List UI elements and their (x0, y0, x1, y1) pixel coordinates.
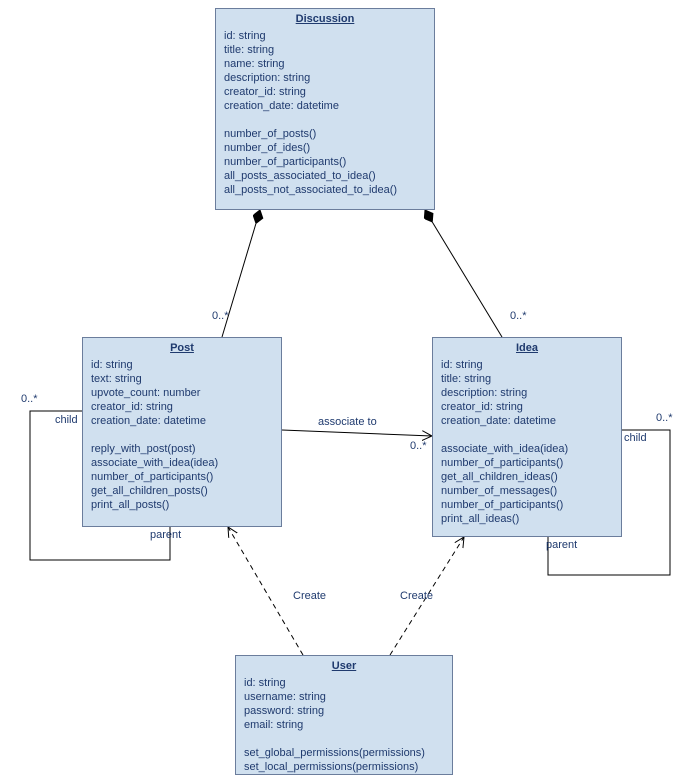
parent-right: parent (546, 539, 577, 551)
create-right: Create (400, 590, 433, 602)
class-methods: reply_with_post(post) associate_with_ide… (83, 432, 281, 516)
class-attrs: id: string title: string name: string de… (216, 27, 434, 117)
class-attrs: id: string username: string password: st… (236, 674, 452, 736)
class-idea: Idea id: string title: string descriptio… (432, 337, 622, 537)
class-title: User (236, 656, 452, 674)
mult-post-self: 0..* (21, 393, 38, 405)
class-methods: number_of_posts() number_of_ides() numbe… (216, 117, 434, 201)
class-methods: associate_with_idea(idea) number_of_part… (433, 432, 621, 530)
mult-idea-top: 0..* (510, 310, 527, 322)
create-left: Create (293, 590, 326, 602)
class-user: User id: string username: string passwor… (235, 655, 453, 775)
class-attrs: id: string text: string upvote_count: nu… (83, 356, 281, 432)
assoc-label: associate to (318, 416, 377, 428)
class-discussion: Discussion id: string title: string name… (215, 8, 435, 210)
class-title: Idea (433, 338, 621, 356)
child-left: child (55, 414, 78, 426)
class-post: Post id: string text: string upvote_coun… (82, 337, 282, 527)
child-right: child (624, 432, 647, 444)
class-attrs: id: string title: string description: st… (433, 356, 621, 432)
class-methods: set_global_permissions(permissions) set_… (236, 736, 452, 778)
mult-post-top: 0..* (212, 310, 229, 322)
class-title: Discussion (216, 9, 434, 27)
parent-left: parent (150, 529, 181, 541)
mult-idea-self: 0..* (656, 412, 673, 424)
class-title: Post (83, 338, 281, 356)
mult-assoc: 0..* (410, 440, 427, 452)
